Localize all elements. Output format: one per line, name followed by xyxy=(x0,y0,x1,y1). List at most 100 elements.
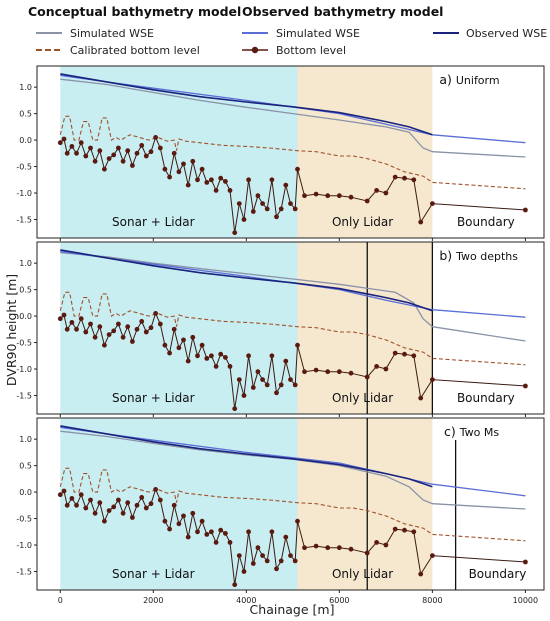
bottom-level-point xyxy=(97,324,103,330)
bottom-level-point xyxy=(139,143,145,148)
y-tick-label: -1.0 xyxy=(16,189,32,198)
bottom-level-point xyxy=(374,364,379,369)
x-tick-label: 4000 xyxy=(236,596,256,605)
region-label-boundary: Boundary xyxy=(457,391,515,405)
bottom-level-point xyxy=(153,311,159,316)
bottom-level-point xyxy=(250,561,256,566)
series-observed-sim-wse xyxy=(60,250,526,318)
bottom-level-point xyxy=(74,326,79,332)
panel-frame xyxy=(36,65,545,239)
bottom-level-point xyxy=(181,513,186,519)
bottom-level-point xyxy=(185,182,191,188)
panel-label: c) xyxy=(444,424,460,439)
bottom-level-point xyxy=(64,326,70,332)
bottom-level-point xyxy=(57,316,63,322)
bottom-level-point xyxy=(218,527,224,533)
bottom-level-point xyxy=(78,492,84,498)
bottom-level-point xyxy=(74,502,79,508)
bottom-level-point xyxy=(260,377,265,382)
bottom-level-point xyxy=(185,358,191,364)
bottom-level-point xyxy=(250,385,256,390)
bottom-level-point xyxy=(283,534,289,540)
bottom-level-point xyxy=(199,342,205,348)
bottom-level-point xyxy=(130,163,135,168)
bottom-level-point xyxy=(348,370,354,376)
bottom-level-point xyxy=(269,177,275,183)
bottom-level-point xyxy=(190,158,196,164)
y-tick-label: 0.5 xyxy=(19,110,32,119)
panel-title: a) Uniform xyxy=(439,72,499,87)
bottom-level-point xyxy=(57,492,63,498)
bottom-level-point xyxy=(523,383,528,389)
series-calibrated-bottom xyxy=(59,115,526,190)
bottom-level-point xyxy=(336,369,342,375)
bottom-level-point xyxy=(430,377,435,382)
bottom-level-point xyxy=(143,329,149,335)
bottom-level-point xyxy=(167,174,173,180)
y-axis-label: DVR90 height [m] xyxy=(4,274,19,386)
bottom-level-point xyxy=(162,342,168,348)
bottom-level-point xyxy=(241,217,247,222)
bottom-level-point xyxy=(255,369,261,375)
bottom-level-point xyxy=(295,342,300,348)
series-calibrated-bottom xyxy=(59,467,526,542)
bottom-level-point xyxy=(418,571,424,577)
legend-label-observed-sim-wse: Simulated WSE xyxy=(276,27,360,40)
panel-frame xyxy=(36,241,545,415)
panels: 1.0 0.5 0.0 -0.5 -1.0 -1.5 Sonar + Lidar Only L… xyxy=(16,65,545,605)
bottom-level-point xyxy=(92,334,98,340)
bottom-level-point xyxy=(218,351,224,357)
bottom-level-point xyxy=(336,193,342,199)
bottom-level-point xyxy=(313,191,319,197)
bottom-level-point xyxy=(204,356,210,361)
bottom-level-point xyxy=(88,145,93,151)
bottom-level-point xyxy=(83,329,89,335)
bottom-level-point xyxy=(313,543,319,549)
bottom-level-point xyxy=(523,207,528,213)
bottom-level-point xyxy=(274,566,279,572)
bottom-level-point xyxy=(325,193,331,199)
bottom-level-point xyxy=(295,166,300,172)
bottom-level-point xyxy=(181,161,186,167)
bottom-level-point xyxy=(181,337,186,343)
bottom-level-point xyxy=(176,345,182,351)
region-only-lidar xyxy=(297,418,433,590)
bottom-level-point xyxy=(232,230,238,236)
bottom-level-point xyxy=(83,505,89,511)
bottom-level-point xyxy=(204,532,210,537)
bottom-level-point xyxy=(269,353,275,359)
y-tick-label: -1.5 xyxy=(16,567,32,576)
bottom-level-point xyxy=(302,193,307,199)
bottom-level-point xyxy=(255,545,261,551)
legend-marker-bottom-level xyxy=(251,46,259,54)
y-tick-label: 1.0 xyxy=(19,83,32,92)
bottom-level-point xyxy=(374,188,379,193)
x-tick-label: 0 xyxy=(58,596,63,605)
bottom-level-point xyxy=(190,334,196,340)
bottom-level-point xyxy=(264,206,270,212)
bottom-level-point xyxy=(302,369,307,375)
y-tick-label: -0.5 xyxy=(16,515,32,524)
bottom-level-point xyxy=(236,377,242,382)
bottom-level-point xyxy=(157,145,163,151)
bottom-level-point xyxy=(402,351,407,357)
bottom-level-point xyxy=(213,364,219,369)
bottom-level-point xyxy=(195,529,200,535)
x-tick-label: 2000 xyxy=(143,596,163,605)
x-axis-label: Chainage [m] xyxy=(250,602,335,617)
bottom-level-point xyxy=(236,201,242,207)
series-calibrated-bottom xyxy=(59,291,526,366)
region-label-sonar-lidar: Sonar + Lidar xyxy=(112,391,195,405)
bottom-level-point xyxy=(260,201,265,207)
bottom-level-point xyxy=(69,496,75,501)
bottom-level-point xyxy=(134,150,140,156)
y-tick-label: -1.5 xyxy=(16,215,32,224)
y-tick-label: 1.0 xyxy=(19,435,32,444)
bottom-level-point xyxy=(116,145,121,151)
y-tick-label: -1.5 xyxy=(16,391,32,400)
y-tick-label: 0.5 xyxy=(19,286,32,295)
bottom-level-point xyxy=(167,350,173,356)
bottom-level-point xyxy=(143,153,149,159)
bottom-level-point xyxy=(97,500,103,506)
bottom-level-point xyxy=(162,166,168,172)
